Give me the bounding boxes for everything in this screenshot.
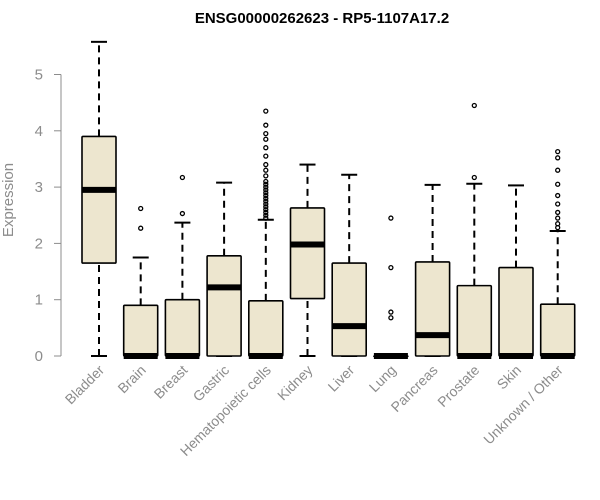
outlier-unknown-other-5: [555, 192, 561, 199]
box-rect-unknown-other: [539, 303, 576, 357]
x-label-unknown-other: Unknown / Other: [480, 362, 566, 448]
outlier-lung-2: [388, 264, 394, 271]
outlier-unknown-other-1: [555, 221, 561, 227]
boxes-group: [81, 40, 576, 359]
outlier-hematopoietic-cells-17: [263, 153, 269, 159]
box-unknown-other: [539, 148, 576, 359]
box-rect-skin: [498, 266, 534, 357]
outlier-hematopoietic-cells-14: [263, 173, 269, 179]
box-breast: [164, 174, 201, 359]
box-rect-prostate: [456, 284, 493, 357]
x-label-lung: Lung: [366, 362, 399, 395]
outlier-breast-0: [179, 210, 186, 217]
outlier-lung-3: [388, 215, 394, 221]
box-kidney: [289, 163, 326, 357]
outlier-hematopoietic-cells-21: [263, 122, 269, 128]
outlier-hematopoietic-cells-5: [263, 201, 269, 207]
x-label-prostate: Prostate: [434, 362, 482, 410]
outlier-brain-1: [138, 205, 144, 212]
outlier-unknown-other-6: [555, 181, 561, 187]
outlier-breast-1: [179, 174, 186, 181]
box-rect-breast: [164, 298, 201, 357]
outlier-hematopoietic-cells-10: [263, 187, 269, 193]
outlier-hematopoietic-cells-8: [263, 192, 269, 199]
chart-title: ENSG00000262623 - RP5-1107A17.2: [195, 10, 449, 27]
outlier-hematopoietic-cells-15: [263, 167, 269, 173]
box-hematopoietic-cells: [248, 108, 284, 359]
outlier-hematopoietic-cells-12: [263, 181, 269, 187]
box-bladder: [81, 40, 117, 357]
outlier-hematopoietic-cells-20: [263, 130, 269, 137]
outlier-unknown-other-4: [555, 201, 561, 207]
y-tick-label-0: 0: [35, 348, 43, 365]
x-label-kidney: Kidney: [274, 362, 316, 404]
box-rect-pancreas: [414, 261, 451, 357]
box-rect-hematopoietic-cells: [248, 300, 284, 357]
outlier-hematopoietic-cells-19: [263, 136, 269, 142]
y-tick-label-3: 3: [35, 179, 43, 196]
x-label-bladder: Bladder: [62, 362, 108, 408]
x-label-breast: Breast: [151, 362, 191, 402]
outlier-brain-0: [138, 225, 144, 231]
y-tick-label-1: 1: [35, 292, 43, 309]
outlier-unknown-other-3: [555, 209, 561, 216]
y-tick-label-4: 4: [35, 123, 43, 140]
box-gastric: [206, 181, 242, 357]
box-lung: [373, 215, 409, 359]
box-liver: [331, 173, 368, 357]
outlier-hematopoietic-cells-11: [263, 184, 269, 190]
x-label-skin: Skin: [494, 362, 525, 393]
outlier-unknown-other-2: [555, 215, 561, 221]
x-label-liver: Liver: [325, 362, 358, 395]
outlier-hematopoietic-cells-9: [263, 190, 269, 196]
y-tick-label-2: 2: [35, 235, 43, 252]
outlier-prostate-1: [471, 102, 477, 109]
box-pancreas: [414, 183, 451, 357]
y-axis-label: Expression: [0, 163, 17, 237]
box-rect-brain: [122, 304, 159, 357]
outlier-hematopoietic-cells-3: [263, 206, 269, 213]
box-rect-liver: [331, 262, 368, 357]
box-rect-gastric: [206, 254, 242, 357]
outlier-hematopoietic-cells-4: [263, 204, 269, 210]
box-prostate: [456, 102, 493, 359]
outlier-hematopoietic-cells-22: [263, 108, 269, 114]
outlier-hematopoietic-cells-6: [263, 198, 269, 204]
outlier-hematopoietic-cells-13: [263, 178, 269, 185]
y-tick-label-5: 5: [35, 67, 43, 84]
box-skin: [498, 184, 534, 359]
outlier-unknown-other-9: [555, 148, 561, 155]
outlier-unknown-other-8: [555, 155, 561, 161]
outlier-hematopoietic-cells-0: [263, 215, 269, 221]
outlier-hematopoietic-cells-18: [263, 145, 269, 151]
outlier-lung-0: [388, 315, 394, 321]
outlier-hematopoietic-cells-2: [263, 209, 269, 216]
box-rect-kidney: [289, 207, 326, 300]
outlier-hematopoietic-cells-16: [263, 161, 269, 168]
outlier-hematopoietic-cells-1: [263, 212, 269, 218]
y-axis: 0 1 2 3 4 5: [35, 67, 62, 365]
outlier-unknown-other-7: [555, 167, 561, 173]
outlier-lung-1: [388, 309, 394, 315]
outlier-prostate-0: [471, 174, 477, 181]
x-label-brain: Brain: [114, 362, 148, 396]
outlier-hematopoietic-cells-7: [263, 195, 269, 202]
box-rect-bladder: [81, 135, 117, 264]
box-brain: [122, 205, 159, 359]
